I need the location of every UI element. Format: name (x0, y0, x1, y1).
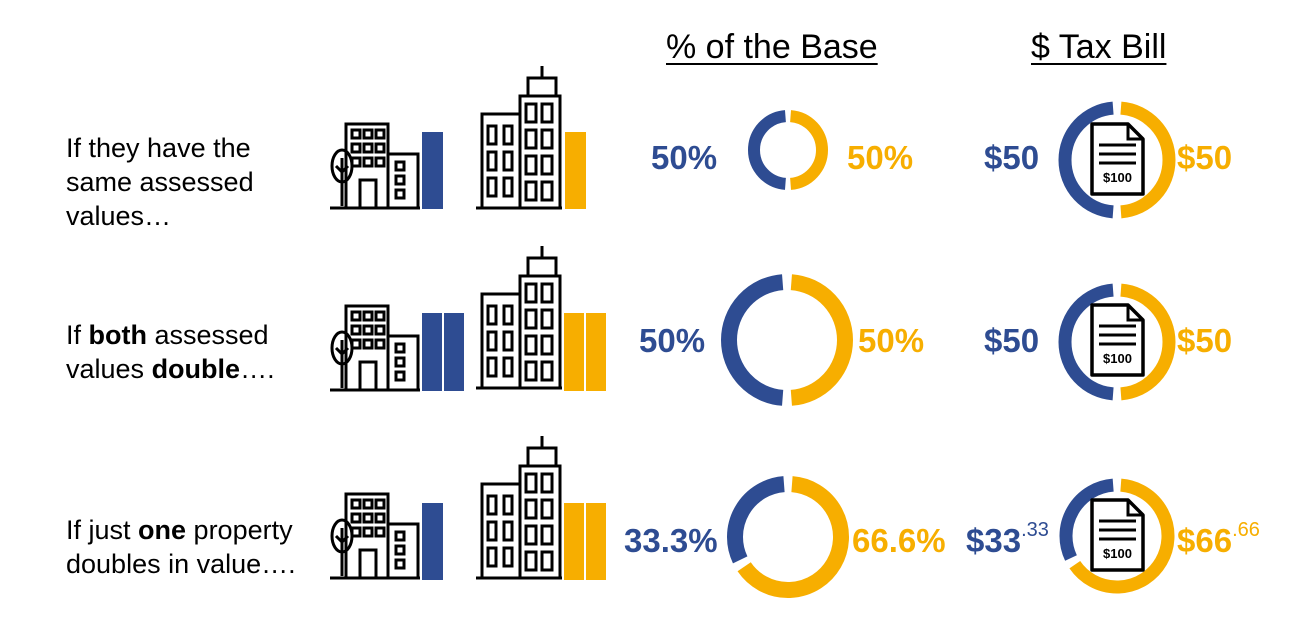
donut-segment-blue (1058, 101, 1114, 219)
scenario-label: If just one property doubles in value…. (66, 515, 296, 579)
donut-segment-gold (1069, 478, 1175, 594)
base-share-left: 33.3% (624, 522, 718, 559)
tall-property-value-bar (564, 313, 584, 391)
header-tax-bill: $ Tax Bill (1031, 28, 1167, 66)
tall-building-icon (476, 66, 562, 210)
base-share-right: 66.6% (852, 522, 946, 559)
base-share-left: 50% (639, 322, 706, 359)
small-property-value-bar (422, 503, 443, 580)
bill-amount-label: $100 (1103, 351, 1132, 366)
small-property-value-bar (444, 313, 464, 391)
small-property-value-bar (422, 313, 442, 391)
donut-segment-blue (727, 476, 785, 564)
bill-amount-label: $100 (1103, 170, 1132, 185)
tall-property-value-bar (586, 313, 606, 391)
base-share-donut (748, 110, 828, 190)
base-share-donut (727, 476, 849, 598)
scenario-label: If they have the same assessed values… (66, 133, 254, 231)
donut-segment-gold (1120, 283, 1176, 401)
base-share-donut (721, 274, 853, 406)
tax-bill-left: $50 (984, 322, 1040, 359)
scenario-label: If both assessed values double…. (66, 320, 275, 384)
donut-segment-gold (790, 274, 853, 406)
tax-bill-document-icon: $100 (1090, 498, 1145, 572)
donut-segment-gold (737, 476, 849, 598)
tax-bill-right: $50 (1177, 139, 1233, 176)
donut-segment-blue (1058, 283, 1114, 401)
tax-bill-right: $50 (1177, 322, 1233, 359)
tax-bill-right: $66.66 (1177, 519, 1260, 559)
tall-property-value-bar (565, 132, 586, 209)
tax-bill-left: $50 (984, 139, 1040, 176)
tax-bill-donut (1058, 283, 1176, 401)
tall-building-icon (476, 246, 562, 390)
small-building-with-tree-icon (330, 492, 420, 580)
donut-segment-blue (1059, 478, 1114, 561)
tax-bill-left: $33.33 (966, 519, 1049, 559)
donut-segment-gold (789, 110, 828, 190)
tall-property-value-bar (564, 503, 584, 580)
small-building-with-tree-icon (330, 304, 420, 392)
tax-bill-donut (1058, 101, 1176, 219)
tax-bill-donut (1059, 478, 1175, 594)
base-share-left: 50% (651, 139, 718, 176)
base-share-right: 50% (847, 139, 914, 176)
tax-bill-document-icon: $100 (1090, 303, 1145, 377)
small-property-value-bar (422, 132, 443, 209)
bill-amount-label: $100 (1103, 546, 1132, 561)
donut-segment-gold (1120, 101, 1176, 219)
base-share-right: 50% (858, 322, 925, 359)
header-percent-of-base: % of the Base (666, 28, 878, 66)
small-building-with-tree-icon (330, 122, 420, 210)
donut-segment-blue (748, 110, 787, 190)
tall-property-value-bar (586, 503, 606, 580)
tall-building-icon (476, 436, 562, 580)
tax-bill-document-icon: $100 (1090, 122, 1145, 196)
donut-segment-blue (721, 274, 784, 406)
